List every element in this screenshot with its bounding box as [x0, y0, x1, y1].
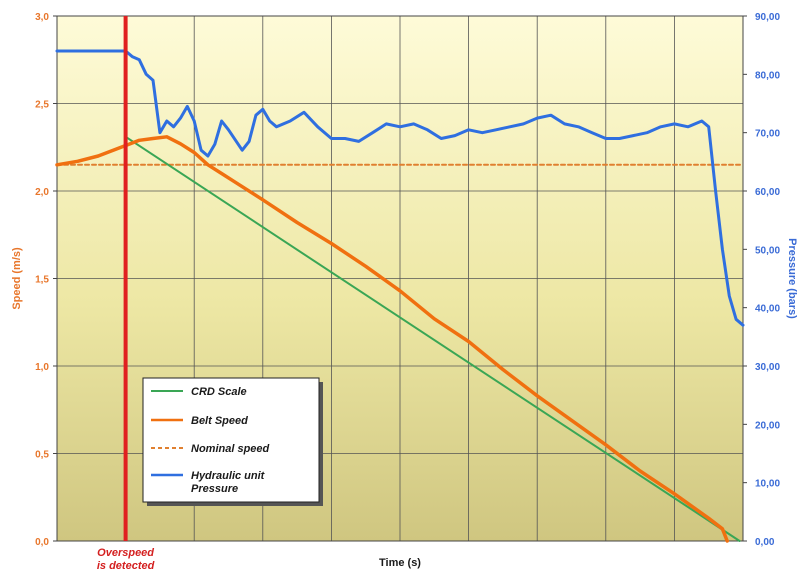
left-tick-label: 1,0	[35, 362, 49, 373]
belt-speed-legend-label: Belt Speed	[191, 415, 248, 427]
right-tick-label: 90,00	[755, 12, 780, 23]
left-axis-title: Speed (m/s)	[11, 247, 23, 310]
left-tick-label: 1,5	[35, 275, 49, 286]
right-tick-label: 40,00	[755, 304, 780, 315]
right-tick-label: 60,00	[755, 187, 780, 198]
x-axis-title: Time (s)	[379, 557, 421, 569]
left-tick-label: 0,0	[35, 537, 49, 548]
series-layer	[55, 49, 745, 543]
left-axis-ticks: 0,0 0,5 1,0 1,5 2,0 2,5 3,0	[35, 12, 57, 548]
legend-box	[142, 377, 320, 503]
left-tick-label: 3,0	[35, 12, 49, 23]
hydraulic-pressure-legend-label: Hydraulic unit	[191, 470, 266, 482]
hydraulic-pressure-line	[55, 49, 745, 327]
right-tick-label: 20,00	[755, 420, 780, 431]
left-tick-label: 2,0	[35, 187, 49, 198]
overspeed-annotation-line2: is detected	[97, 560, 155, 572]
right-tick-label: 70,00	[755, 129, 780, 140]
overspeed-annotation-line1: Overspeed	[97, 547, 154, 559]
crd-scale-line	[124, 135, 741, 542]
right-axis-ticks: 0,00 10,00 20,00 30,00 40,00 50,00 60,00 70,00 8…	[743, 12, 780, 548]
crd-scale-legend-label: CRD Scale	[191, 386, 247, 398]
left-tick-label: 0,5	[35, 450, 49, 461]
legend: CRD Scale Belt Speed Nominal speed Hydrauli…	[142, 377, 323, 506]
right-tick-label: 0,00	[755, 537, 775, 548]
right-tick-label: 10,00	[755, 479, 780, 490]
right-tick-label: 80,00	[755, 70, 780, 81]
belt-speed-line	[55, 135, 729, 543]
right-tick-label: 50,00	[755, 245, 780, 256]
nominal-speed-legend-label: Nominal speed	[191, 443, 270, 455]
hydraulic-pressure-legend-label: Pressure	[191, 483, 238, 495]
right-axis-title: Pressure (bars)	[786, 238, 798, 319]
right-tick-label: 30,00	[755, 362, 780, 373]
left-tick-label: 2,5	[35, 100, 49, 111]
gridlines	[57, 16, 743, 541]
